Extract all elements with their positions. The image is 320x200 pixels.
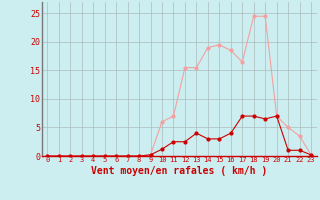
X-axis label: Vent moyen/en rafales ( km/h ): Vent moyen/en rafales ( km/h ) [91, 166, 267, 176]
